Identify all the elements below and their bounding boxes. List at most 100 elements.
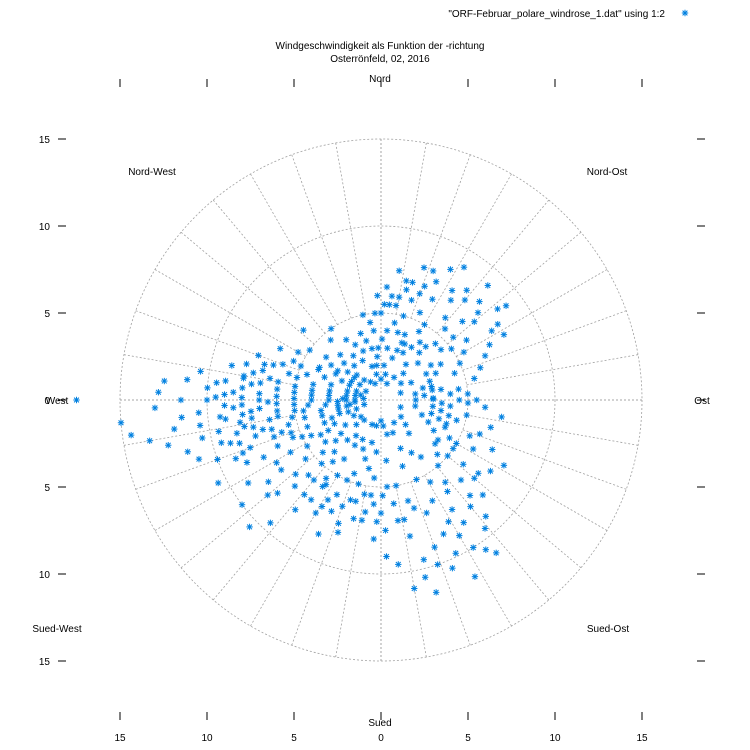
data-point xyxy=(348,378,355,385)
data-point xyxy=(414,359,422,367)
data-point xyxy=(363,337,370,345)
data-point xyxy=(289,434,297,441)
data-point xyxy=(500,331,508,338)
data-point xyxy=(350,515,357,522)
data-point xyxy=(482,513,489,520)
legend: "ORF-Februar_polare_windrose_1.dat" usin… xyxy=(448,9,689,20)
data-point xyxy=(308,387,316,394)
data-point xyxy=(379,492,386,499)
data-point xyxy=(178,414,185,421)
data-point xyxy=(460,519,467,526)
data-point xyxy=(481,525,489,532)
data-point xyxy=(243,360,250,368)
data-point xyxy=(401,340,408,348)
data-point xyxy=(326,387,333,395)
chart-title: Windgeschwindigkeit als Funktion der -ri… xyxy=(276,41,485,52)
bottom-tick-label: 5 xyxy=(291,733,297,744)
data-point xyxy=(204,384,211,392)
data-point xyxy=(215,479,222,487)
data-point xyxy=(214,456,221,463)
label-west: West xyxy=(46,396,69,407)
grid-spoke xyxy=(447,455,582,569)
data-point xyxy=(266,375,274,382)
data-point xyxy=(456,396,463,404)
data-point xyxy=(494,305,501,313)
data-point xyxy=(434,436,442,444)
data-point xyxy=(290,357,297,365)
data-point xyxy=(177,396,185,404)
data-point xyxy=(117,419,125,426)
grid-spoke xyxy=(466,354,639,386)
data-point xyxy=(334,529,342,536)
data-point xyxy=(392,482,400,489)
data-point xyxy=(344,368,351,376)
data-point xyxy=(412,396,419,404)
data-point xyxy=(292,471,299,478)
data-point xyxy=(494,320,501,328)
data-point xyxy=(389,429,397,436)
data-point xyxy=(146,437,153,444)
data-point xyxy=(327,336,334,344)
data-point xyxy=(426,378,433,385)
data-point xyxy=(304,423,311,430)
data-point xyxy=(455,385,462,393)
data-point xyxy=(471,375,478,382)
data-point xyxy=(255,352,262,359)
data-point xyxy=(456,532,463,539)
data-point xyxy=(427,361,435,369)
data-point xyxy=(236,419,244,426)
data-point xyxy=(479,491,487,499)
data-point xyxy=(329,458,336,465)
data-point xyxy=(366,319,374,326)
data-point xyxy=(434,462,442,469)
grid-spoke xyxy=(135,429,300,490)
data-point xyxy=(451,370,458,377)
data-point xyxy=(442,479,449,486)
data-point xyxy=(440,530,447,538)
data-point xyxy=(407,379,415,386)
data-point xyxy=(261,361,268,368)
data-point xyxy=(421,283,428,290)
bottom-tick-label: 10 xyxy=(549,733,561,744)
data-point xyxy=(432,589,440,596)
data-point xyxy=(377,509,385,517)
label-south: Sued xyxy=(368,718,391,729)
data-point xyxy=(361,491,368,498)
data-point xyxy=(449,445,457,452)
data-point xyxy=(373,422,380,429)
data-point xyxy=(449,564,456,572)
data-point xyxy=(416,290,423,297)
grid-spoke xyxy=(291,154,352,319)
data-point xyxy=(351,470,358,477)
data-point xyxy=(374,292,381,299)
data-point xyxy=(429,386,436,394)
data-point xyxy=(460,461,467,468)
data-point xyxy=(368,363,376,370)
data-point xyxy=(420,556,427,563)
data-point xyxy=(337,351,344,358)
left-tick-label: 15 xyxy=(39,657,51,668)
data-point xyxy=(390,419,398,426)
left-tick-label: 10 xyxy=(39,222,51,233)
data-point xyxy=(441,423,449,431)
data-point xyxy=(456,360,464,367)
data-point xyxy=(471,318,478,325)
data-point xyxy=(447,390,454,398)
data-point xyxy=(294,348,302,356)
data-point xyxy=(197,368,204,375)
grid-spoke xyxy=(180,455,315,569)
data-point xyxy=(475,470,482,477)
data-point xyxy=(304,442,311,450)
data-point xyxy=(308,391,315,399)
data-point xyxy=(370,327,377,334)
data-point xyxy=(441,325,449,333)
grid-spoke xyxy=(456,269,608,357)
data-point xyxy=(273,385,281,393)
grid-spoke xyxy=(395,485,427,658)
left-tick-label: 10 xyxy=(39,570,51,581)
data-point xyxy=(500,462,508,469)
data-point xyxy=(344,436,351,444)
data-point xyxy=(273,459,280,466)
bottom-tick-label: 10 xyxy=(201,733,213,744)
